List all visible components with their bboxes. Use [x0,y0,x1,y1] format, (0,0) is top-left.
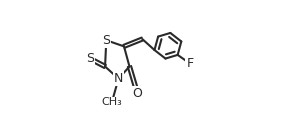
Text: S: S [86,52,94,65]
Text: CH₃: CH₃ [101,97,122,107]
Text: S: S [102,34,110,47]
Text: O: O [133,87,142,100]
Text: N: N [114,72,123,85]
Text: F: F [186,57,193,70]
